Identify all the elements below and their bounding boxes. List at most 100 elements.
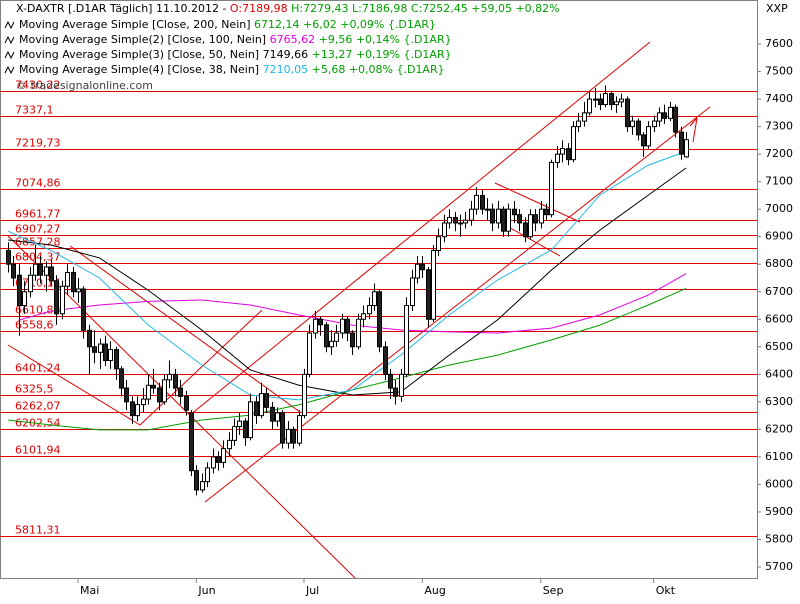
candle-body xyxy=(350,332,355,348)
candle-body xyxy=(641,134,646,147)
candle-body xyxy=(211,456,216,469)
candle-body xyxy=(636,120,641,136)
candle-body xyxy=(453,216,458,224)
candle-body xyxy=(657,112,662,122)
candle-body xyxy=(227,439,232,450)
level-label: 6101,94 xyxy=(15,444,61,457)
level-label: 6961,77 xyxy=(15,208,61,221)
candle-body xyxy=(555,153,560,163)
candle-body xyxy=(291,428,296,444)
candle-body xyxy=(232,426,237,441)
candle-body xyxy=(345,318,350,334)
candle-body xyxy=(517,214,522,224)
candle-body xyxy=(98,343,103,353)
header-main: X-DAXTR [.D1AR Täglich] 11.10.2012 - xyxy=(16,2,226,15)
candle-body xyxy=(103,343,108,362)
candle-body xyxy=(6,249,11,265)
level-label: 5811,31 xyxy=(15,524,61,537)
candle-body xyxy=(302,373,307,417)
y-tick-label: 6500 xyxy=(765,340,793,353)
candle-body xyxy=(264,393,269,408)
candle-body xyxy=(275,412,280,422)
level-label: 7219,73 xyxy=(15,137,61,150)
candle-body xyxy=(44,266,49,276)
candle-body xyxy=(108,349,113,362)
candle-body xyxy=(393,387,398,397)
candle-body xyxy=(60,285,65,315)
level-label: 7430,22 xyxy=(15,79,61,92)
y-tick-label: 7600 xyxy=(765,37,793,50)
candle-body xyxy=(549,161,554,216)
level-label: 6907,27 xyxy=(15,223,61,236)
candle-body xyxy=(151,384,156,389)
candle-body xyxy=(28,274,33,293)
candle-body xyxy=(582,112,587,122)
candle-body xyxy=(367,305,372,315)
legend-name: Moving Average Simple(2) [Close, 100, Ne… xyxy=(19,33,266,46)
legend-name: Moving Average Simple [Close, 200, Nein] xyxy=(19,18,251,31)
y-tick-label: 5800 xyxy=(765,532,793,545)
trend-arrow xyxy=(689,117,698,127)
legend-change: +5,68 +0,08% {.D1AR} xyxy=(312,63,445,76)
x-tick-label: Sep xyxy=(543,584,564,597)
candle-body xyxy=(442,222,447,238)
candle-body xyxy=(533,214,538,224)
y-tick-label: 5700 xyxy=(765,560,793,573)
candle-body xyxy=(619,98,624,103)
candle-body xyxy=(420,263,425,271)
y-tick-label: 6400 xyxy=(765,367,793,380)
level-label: 6558,6 xyxy=(15,319,54,332)
candle-body xyxy=(496,208,501,224)
candle-body xyxy=(248,401,253,439)
candle-body xyxy=(313,318,318,334)
candle-body xyxy=(426,269,431,320)
moving-average xyxy=(8,167,687,396)
candle-body xyxy=(679,131,684,155)
candle-body xyxy=(243,420,248,439)
candle-body xyxy=(334,332,339,342)
y-tick-label: 5900 xyxy=(765,505,793,518)
candle-body xyxy=(576,120,581,128)
legend-icon xyxy=(4,50,15,60)
candles xyxy=(6,85,689,496)
candle-body xyxy=(458,222,463,225)
legend-icon xyxy=(4,65,15,75)
candle-body xyxy=(383,346,388,375)
legend-entry: Moving Average Simple(2) [Close, 100, Ne… xyxy=(19,33,452,46)
candle-body xyxy=(571,126,576,161)
candle-body xyxy=(544,208,549,216)
candle-body xyxy=(673,106,678,133)
legend-change: +9,56 +0,14% {.D1AR} xyxy=(319,33,452,46)
candle-body xyxy=(539,208,544,224)
candle-body xyxy=(221,448,226,463)
y-tick-label: 6300 xyxy=(765,395,793,408)
moving-average xyxy=(18,273,687,334)
candle-body xyxy=(162,379,167,403)
candle-body xyxy=(410,277,415,307)
candle-body xyxy=(124,387,129,403)
candle-body xyxy=(399,373,404,397)
candle-body xyxy=(646,126,651,147)
y-tick-label: 6700 xyxy=(765,285,793,298)
legend-icon xyxy=(4,35,15,45)
candle-body xyxy=(377,291,382,348)
candle-body xyxy=(146,384,151,400)
candle-body xyxy=(280,412,285,444)
candle-body xyxy=(189,412,194,472)
candle-body xyxy=(560,148,565,155)
trend-line xyxy=(7,235,356,579)
candle-body xyxy=(87,329,92,348)
candle-body xyxy=(356,318,361,348)
candle-body xyxy=(512,208,517,216)
header: X-DAXTR [.D1AR Täglich] 11.10.2012 - O:7… xyxy=(16,2,560,15)
level-label: 7337,1 xyxy=(15,104,54,117)
candle-body xyxy=(286,428,291,444)
legend-change: +13,27 +0,19% {.D1AR} xyxy=(312,48,452,61)
candle-body xyxy=(415,263,420,279)
x-tick-label: Jul xyxy=(305,584,319,597)
candle-body xyxy=(184,395,189,411)
candle-body xyxy=(436,236,441,251)
y-tick-label: 6600 xyxy=(765,312,793,325)
candle-body xyxy=(76,288,81,293)
